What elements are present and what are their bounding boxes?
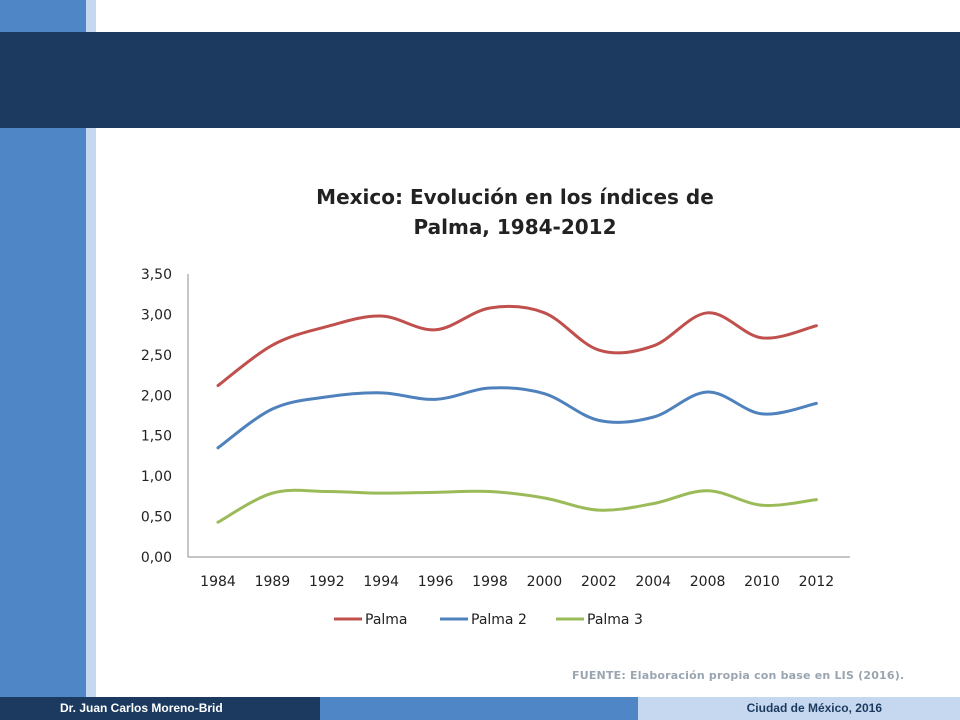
- legend-label-2: Palma 2: [471, 612, 527, 628]
- y-tick-label: 1,00: [141, 469, 172, 485]
- header-band: [0, 32, 960, 128]
- x-tick-label: 1994: [363, 574, 399, 590]
- left-accent-stripe: [86, 0, 96, 720]
- y-tick-label: 0,50: [141, 510, 172, 526]
- x-tick-label: 1996: [418, 574, 454, 590]
- source-note: FUENTE: Elaboración propia con base en L…: [572, 669, 904, 682]
- x-tick-label: 1992: [309, 574, 345, 590]
- x-tick-label: 2002: [581, 574, 617, 590]
- footer-place-date: Ciudad de México, 2016: [638, 697, 960, 720]
- x-tick-label: 1989: [255, 574, 291, 590]
- y-tick-label: 0,00: [141, 550, 172, 566]
- x-tick-label: 2008: [690, 574, 726, 590]
- chart-title-line-1: Mexico: Evolución en los índices de: [316, 185, 714, 209]
- footer-middle-bar: [320, 697, 638, 720]
- x-tick-label: 2012: [799, 574, 835, 590]
- y-tick-label: 2,50: [141, 348, 172, 364]
- chart-title-line-2: Palma, 1984-2012: [414, 215, 617, 239]
- y-tick-label: 2,00: [141, 388, 172, 404]
- y-tick-label: 3,50: [141, 267, 172, 283]
- legend-label-1: Palma: [365, 612, 408, 628]
- y-tick-label: 1,50: [141, 429, 172, 445]
- x-tick-label: 2010: [744, 574, 780, 590]
- footer-author: Dr. Juan Carlos Moreno-Brid: [0, 697, 320, 720]
- x-tick-label: 2000: [527, 574, 563, 590]
- x-tick-label: 2004: [635, 574, 671, 590]
- y-tick-label: 3,00: [141, 307, 172, 323]
- x-tick-label: 1984: [200, 574, 236, 590]
- series-line-2: [216, 386, 818, 450]
- legend-label-3: Palma 3: [587, 612, 643, 628]
- series-line-1: [216, 304, 818, 388]
- source-label: FUENTE:: [572, 669, 626, 682]
- x-tick-label: 1998: [472, 574, 508, 590]
- source-text: Elaboración propia con base en LIS (2016…: [630, 669, 905, 682]
- series-line-3: [216, 488, 818, 524]
